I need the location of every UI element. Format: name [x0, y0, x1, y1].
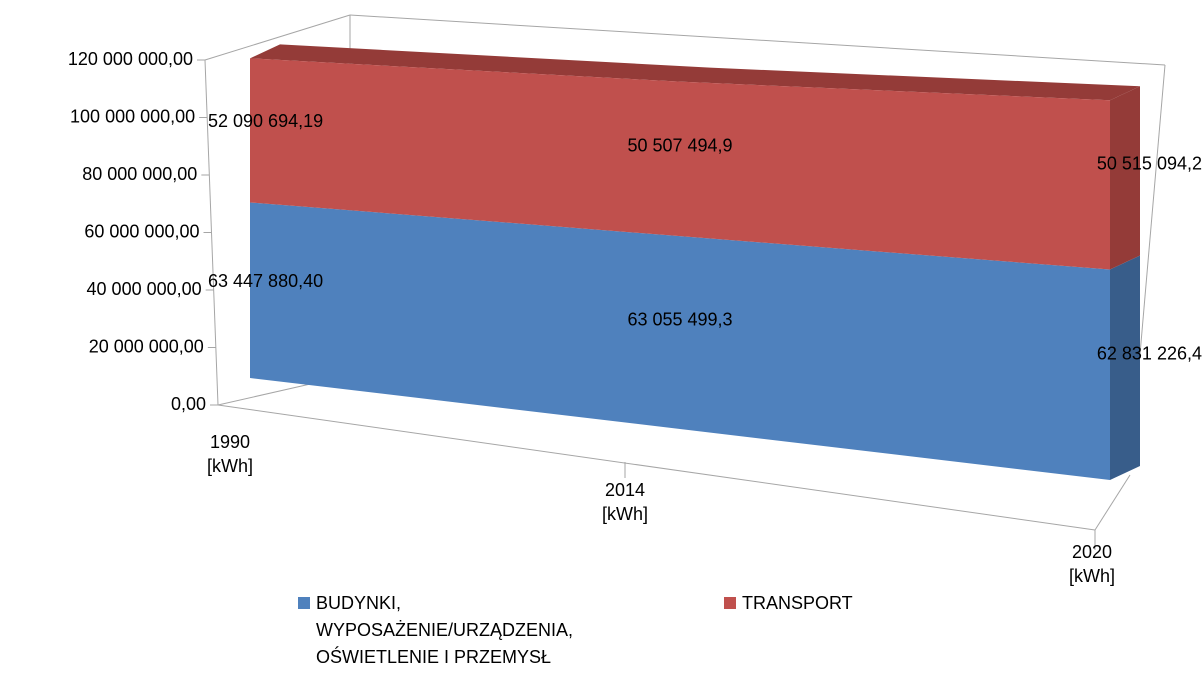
y-tick-label: 120 000 000,00	[68, 49, 193, 69]
area-side	[1110, 255, 1140, 480]
area-top	[250, 44, 1140, 101]
data-label: 62 831 226,4	[1097, 344, 1202, 364]
x-tick-label: 2020 [kWh]	[1068, 542, 1115, 586]
y-tick-label: 100 000 000,00	[70, 106, 195, 126]
legend-swatch	[298, 597, 310, 609]
y-tick-label: 20 000 000,00	[89, 336, 204, 356]
area	[250, 58, 1110, 270]
y-tick-label: 80 000 000,00	[82, 164, 197, 184]
data-label: 52 090 694,19	[208, 111, 323, 131]
data-label: 63 447 880,40	[208, 271, 323, 291]
data-label: 63 055 499,3	[627, 309, 732, 329]
area	[250, 202, 1110, 480]
legend-item: TRANSPORT	[724, 590, 1024, 617]
legend-label: BUDYNKI, WYPOSAŻENIE/URZĄDZENIA, OŚWIETL…	[316, 593, 574, 667]
x-tick-label: 2014 [kWh]	[601, 480, 648, 524]
legend-item: BUDYNKI, WYPOSAŻENIE/URZĄDZENIA, OŚWIETL…	[298, 590, 638, 671]
legend-label: TRANSPORT	[742, 593, 853, 613]
y-tick-label: 60 000 000,00	[84, 221, 199, 241]
x-tick-label: 1990 [kWh]	[206, 432, 253, 476]
data-label: 50 507 494,9	[627, 136, 732, 156]
data-label: 50 515 094,2	[1097, 154, 1202, 174]
legend-swatch	[724, 597, 736, 609]
y-tick-label: 40 000 000,00	[87, 279, 202, 299]
y-tick-label: 0,00	[171, 394, 206, 414]
area-side	[1110, 86, 1140, 270]
